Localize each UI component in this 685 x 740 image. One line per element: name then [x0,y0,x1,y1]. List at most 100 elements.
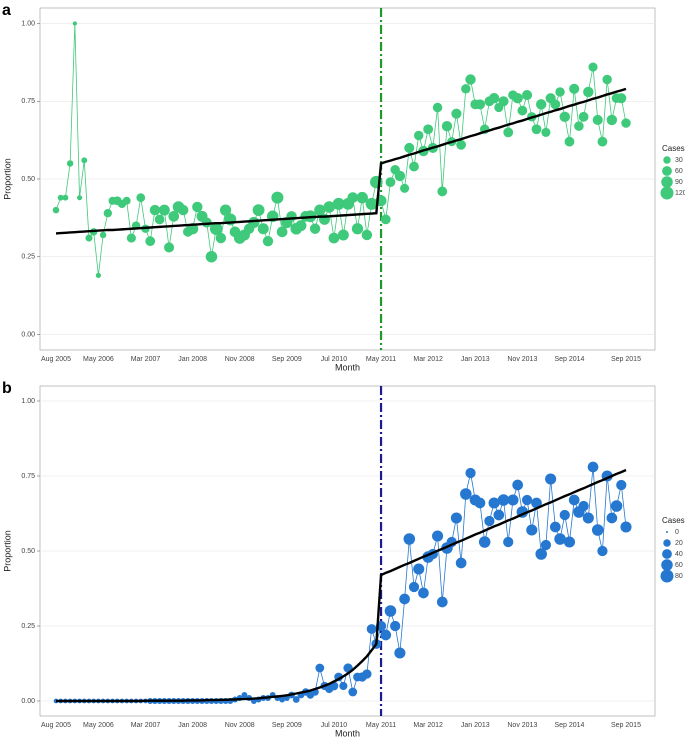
y-tick-label: 0.75 [21,473,35,480]
x-axis-title: Month [335,362,360,372]
data-point [76,195,83,201]
data-point [541,127,551,137]
data-point [606,114,618,126]
data-point [522,90,533,101]
data-point [526,524,538,536]
legend-label: 90 [675,179,683,186]
data-point [323,201,335,213]
data-point [606,512,618,524]
legend-key [662,166,672,176]
data-point [437,186,448,197]
legend-label: 120 [675,190,685,197]
y-tick-label: 0.75 [21,98,35,105]
data-point [545,473,557,485]
data-point [380,214,391,225]
data-point [209,222,223,236]
data-point [450,512,462,524]
data-point [568,494,580,506]
legend-label: 80 [675,573,683,580]
data-point [262,235,274,247]
data-point [423,124,434,135]
data-point [554,533,566,545]
x-tick-label: Jul 2010 [321,722,348,729]
data-point [484,515,495,527]
data-point [315,663,325,673]
data-point [192,201,203,213]
data-point [465,74,476,85]
legend-key [666,531,668,533]
panel-label: b [2,380,12,397]
data-point [248,216,260,229]
y-tick-label: 0.50 [21,548,35,555]
y-axis-title: Proportion [2,158,12,200]
legend-key [662,549,672,559]
legend-key [660,186,674,200]
data-point [385,177,396,187]
fit-line [55,87,627,235]
data-point [177,204,189,216]
data-point [588,62,598,72]
legend-label: 30 [675,157,683,164]
data-point [559,111,570,123]
data-point [271,191,284,204]
data-point [620,521,632,533]
data-point [403,533,416,545]
data-point [455,557,467,569]
data-point [103,209,112,218]
legend-label: 60 [675,168,683,175]
data-point [399,593,410,605]
panel: a 0.00 0.25 0.50 0.75 1.00 Aug 2005 May 2006 Mar… [2,2,685,372]
data-point [85,234,93,242]
data-point [413,563,425,575]
data-point [432,102,443,113]
data-point [149,204,161,216]
data-point [400,183,410,193]
data-point [252,204,265,216]
fit-line [56,468,627,703]
x-axis-title: Month [335,728,360,738]
data-point [62,194,69,201]
legend-label: 40 [675,551,683,558]
data-point [361,229,373,241]
data-point [158,204,170,216]
legend-key [663,156,671,164]
data-point [583,86,594,98]
x-tick-label: Nov 2008 [225,356,255,363]
x-tick-label: Jul 2010 [321,356,348,363]
data-point [95,272,101,278]
x-tick-label: Sep 2014 [554,722,584,729]
data-point [441,120,453,132]
data-point [81,157,88,164]
data-point [164,242,175,253]
data-point [122,196,131,205]
data-point [380,629,392,641]
data-point [328,232,340,244]
data-point [512,92,523,104]
data-point [521,494,533,506]
data-point [215,232,227,244]
data-point [356,191,368,204]
data-point [362,669,372,679]
x-tick-label: Jan 2013 [461,722,490,729]
data-point [339,681,348,691]
data-point [616,479,627,491]
data-point [597,136,608,147]
legend-label: 0 [675,529,679,536]
x-tick-label: Nov 2008 [225,722,255,729]
legend-key [661,559,673,571]
y-tick-label: 0.25 [21,254,35,261]
data-point [478,536,491,548]
data-point [488,497,500,509]
data-point [241,692,248,698]
data-point [461,84,471,94]
data-point [309,223,321,234]
data-point [66,160,74,167]
x-tick-label: Sep 2015 [611,356,641,363]
data-point [394,647,406,659]
data-point [52,206,60,214]
y-tick-label: 1.00 [21,20,35,27]
y-axis-title: Proportion [2,530,12,572]
legend-key [660,569,674,583]
data-point [365,197,378,210]
